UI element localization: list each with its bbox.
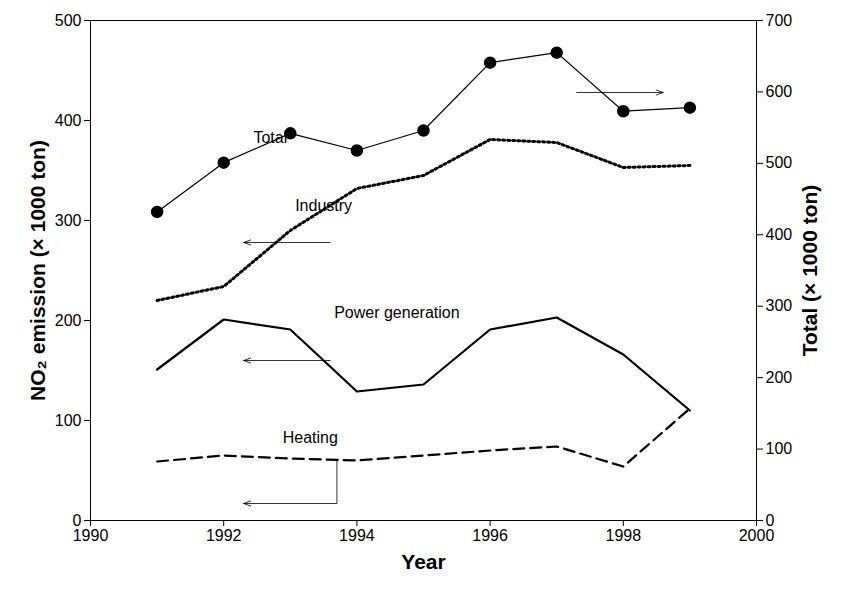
svg-text:1990: 1990: [73, 527, 109, 544]
svg-text:700: 700: [766, 12, 793, 29]
svg-text:1998: 1998: [606, 527, 642, 544]
svg-text:1996: 1996: [472, 527, 508, 544]
svg-text:200: 200: [55, 312, 82, 329]
svg-text:0: 0: [73, 512, 82, 529]
svg-text:400: 400: [55, 112, 82, 129]
svg-text:500: 500: [55, 12, 82, 29]
svg-text:600: 600: [766, 83, 793, 100]
svg-text:1992: 1992: [206, 527, 242, 544]
svg-text:1994: 1994: [339, 527, 375, 544]
svg-text:100: 100: [55, 412, 82, 429]
svg-text:Total (× 1000 ton): Total (× 1000 ton): [798, 185, 821, 357]
svg-text:300: 300: [55, 212, 82, 229]
svg-text:100: 100: [766, 440, 793, 457]
svg-text:0: 0: [766, 512, 775, 529]
svg-text:400: 400: [766, 226, 793, 243]
svg-text:Power generation: Power generation: [334, 304, 459, 321]
svg-text:Year: Year: [401, 550, 445, 573]
svg-text:300: 300: [766, 297, 793, 314]
svg-text:Industry: Industry: [295, 197, 352, 214]
svg-text:Heating: Heating: [283, 429, 338, 446]
svg-text:NO₂ emission (× 1000 ton): NO₂ emission (× 1000 ton): [26, 140, 49, 401]
svg-text:500: 500: [766, 154, 793, 171]
svg-text:200: 200: [766, 369, 793, 386]
svg-text:Total: Total: [253, 129, 287, 146]
svg-text:2000: 2000: [739, 527, 775, 544]
